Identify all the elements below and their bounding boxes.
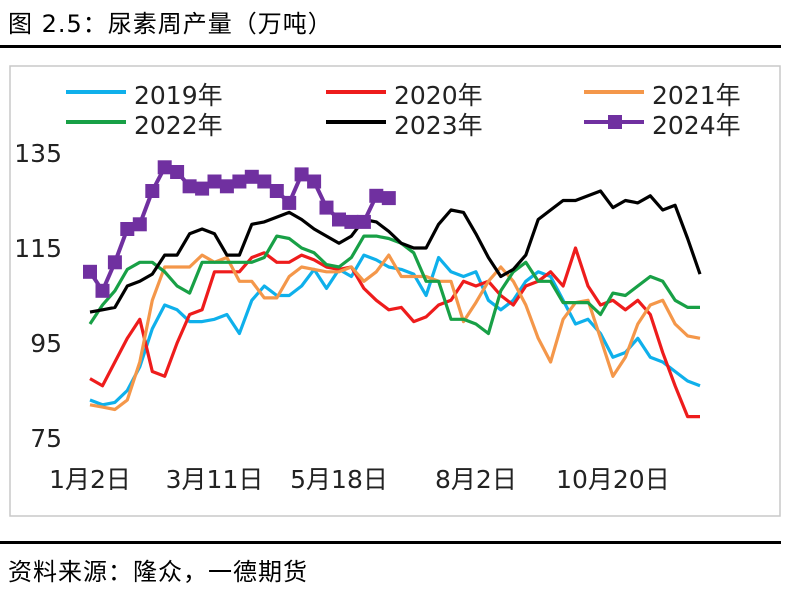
series-2024-marker xyxy=(269,184,284,198)
legend-label: 2021年 xyxy=(652,81,741,110)
legend-square-marker xyxy=(608,115,622,129)
series-2021-line xyxy=(89,253,701,412)
series-2024-marker xyxy=(344,214,359,229)
series-2024-marker xyxy=(307,174,322,189)
series-2024-marker xyxy=(195,181,210,196)
legend-label: 2019年 xyxy=(134,81,223,110)
legend-swatch xyxy=(326,120,386,124)
chart-legend: 2019年 2020年 2021年 2022年 2023年 2024年 xyxy=(0,0,801,150)
chart-frame xyxy=(9,65,781,517)
series-2024-marker xyxy=(219,179,234,194)
legend-swatch xyxy=(584,90,644,94)
legend-swatch xyxy=(66,90,126,94)
series-2024-marker xyxy=(145,184,160,198)
series-2024-marker xyxy=(319,200,334,215)
series-2024-marker xyxy=(244,169,259,184)
series-2024-marker xyxy=(132,217,147,232)
series-2023-line xyxy=(89,189,702,314)
series-2024-marker xyxy=(294,167,309,182)
source-note: 资料来源：隆众，一德期货 xyxy=(8,558,308,586)
figure-title: 图 2.5：尿素周产量（万吨） xyxy=(8,10,333,38)
series-2024-marker xyxy=(95,283,110,298)
legend-label: 2022年 xyxy=(134,111,223,140)
y-tick-label: 135 xyxy=(14,139,62,168)
series-2024-marker xyxy=(282,195,297,210)
legend-label: 2024年 xyxy=(652,111,741,140)
y-tick-label: 75 xyxy=(30,424,62,453)
y-tick-labels: 75 95 115 135 xyxy=(14,139,62,453)
x-tick-labels: 1月2日 3月11日 5月18日 8月2日 10月20日 xyxy=(49,465,670,494)
legend-label: 2020年 xyxy=(394,81,483,110)
x-tick-label: 1月2日 xyxy=(49,465,131,494)
series-2024-marker xyxy=(356,214,371,229)
series-2024-marker xyxy=(257,174,272,189)
series-2024-marker xyxy=(369,188,384,203)
series-2022-line xyxy=(88,234,700,336)
legend-label: 2023年 xyxy=(394,111,483,140)
y-tick-label: 115 xyxy=(14,234,62,263)
x-tick-label: 10月20日 xyxy=(556,465,670,494)
legend-swatch xyxy=(326,90,386,94)
series-2020-line xyxy=(89,246,700,419)
x-tick-label: 3月11日 xyxy=(166,465,264,494)
bottom-rule xyxy=(0,541,781,544)
series-2024-marker xyxy=(381,191,396,206)
x-tick-label: 8月2日 xyxy=(435,465,517,494)
series-2024-marker xyxy=(120,222,135,236)
series-layer xyxy=(83,160,702,419)
series-2024-marker xyxy=(83,264,97,279)
series-2024-marker xyxy=(207,174,222,189)
legend-swatch xyxy=(66,120,126,124)
series-2024-marker xyxy=(232,174,247,189)
series-2024-marker xyxy=(182,179,197,194)
top-rule xyxy=(0,45,781,48)
series-2024-marker xyxy=(332,212,346,227)
x-tick-label: 5月18日 xyxy=(290,465,388,494)
series-2024-marker xyxy=(107,255,122,270)
series-2024-marker xyxy=(157,160,172,175)
series-2024-marker xyxy=(170,165,185,179)
y-tick-label: 95 xyxy=(30,329,62,358)
